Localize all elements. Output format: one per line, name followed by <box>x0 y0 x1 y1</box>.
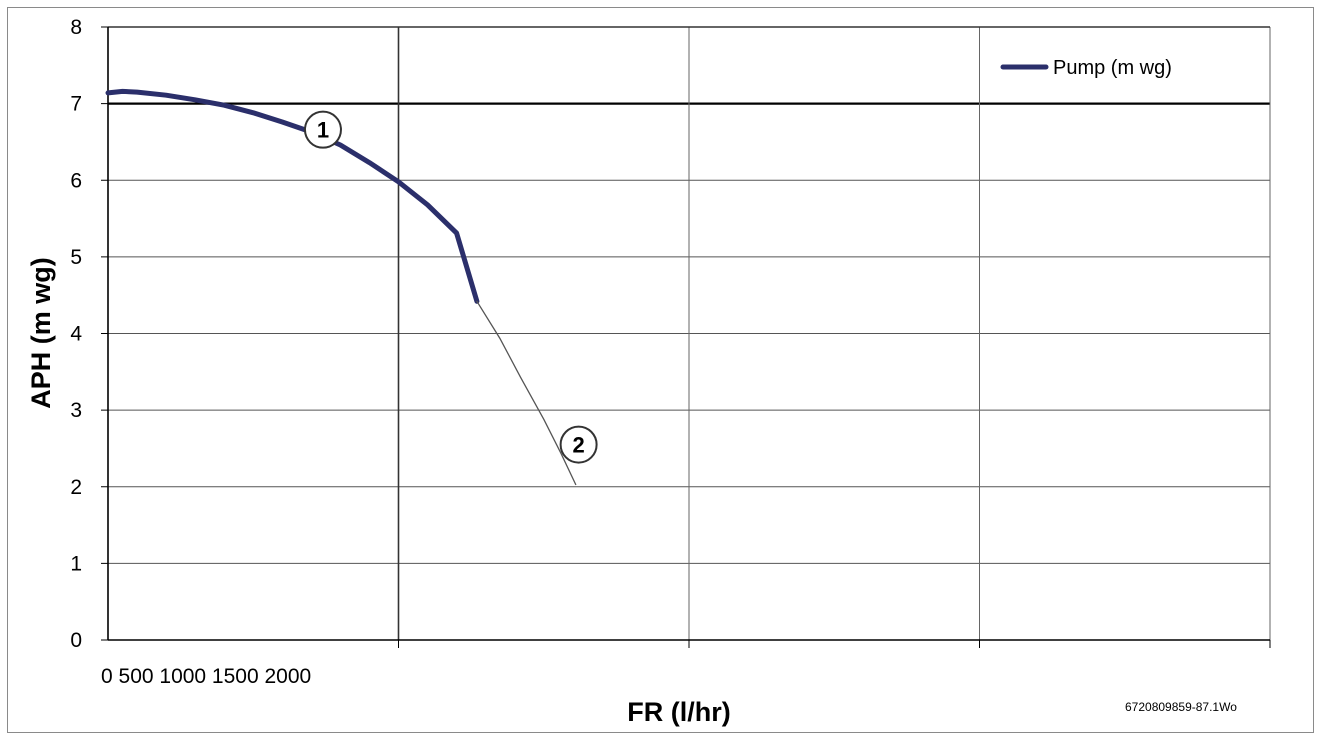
pump-curve-line <box>105 88 480 304</box>
annotations: 12 <box>303 110 598 464</box>
y-tick-label: 0 <box>70 629 82 652</box>
x-axis-title: FR (l/hr) <box>627 697 730 727</box>
y-tick-label: 5 <box>70 246 82 269</box>
y-tick-label: 6 <box>70 169 82 192</box>
y-tick-label: 8 <box>70 16 82 39</box>
annotation-marker-label: 2 <box>572 433 584 458</box>
annotation-marker-label: 1 <box>317 118 329 143</box>
chart-frame <box>7 7 1314 733</box>
x-tick-labels: 0 500 1000 1500 2000 <box>101 665 311 688</box>
y-tick-label: 3 <box>70 399 82 422</box>
y-tick-label: 7 <box>70 93 82 116</box>
y-tick-label: 1 <box>70 552 82 575</box>
grid <box>101 26 1271 648</box>
y-tick-label: 4 <box>70 323 82 346</box>
figure-code: 6720809859-87.1Wo <box>1125 700 1237 714</box>
legend: Pump (m wg) <box>1000 57 1172 79</box>
y-axis-title: APH (m wg) <box>26 257 56 409</box>
legend-label: Pump (m wg) <box>1053 57 1172 79</box>
annotation-marker-circle <box>303 110 342 149</box>
y-tick-labels: 0 1 2 3 4 5 6 7 8 <box>70 16 82 652</box>
annotation-marker-circle <box>559 425 598 464</box>
series <box>105 88 577 486</box>
pump-curve-extension-line <box>476 300 577 486</box>
y-tick-label: 2 <box>70 476 82 499</box>
